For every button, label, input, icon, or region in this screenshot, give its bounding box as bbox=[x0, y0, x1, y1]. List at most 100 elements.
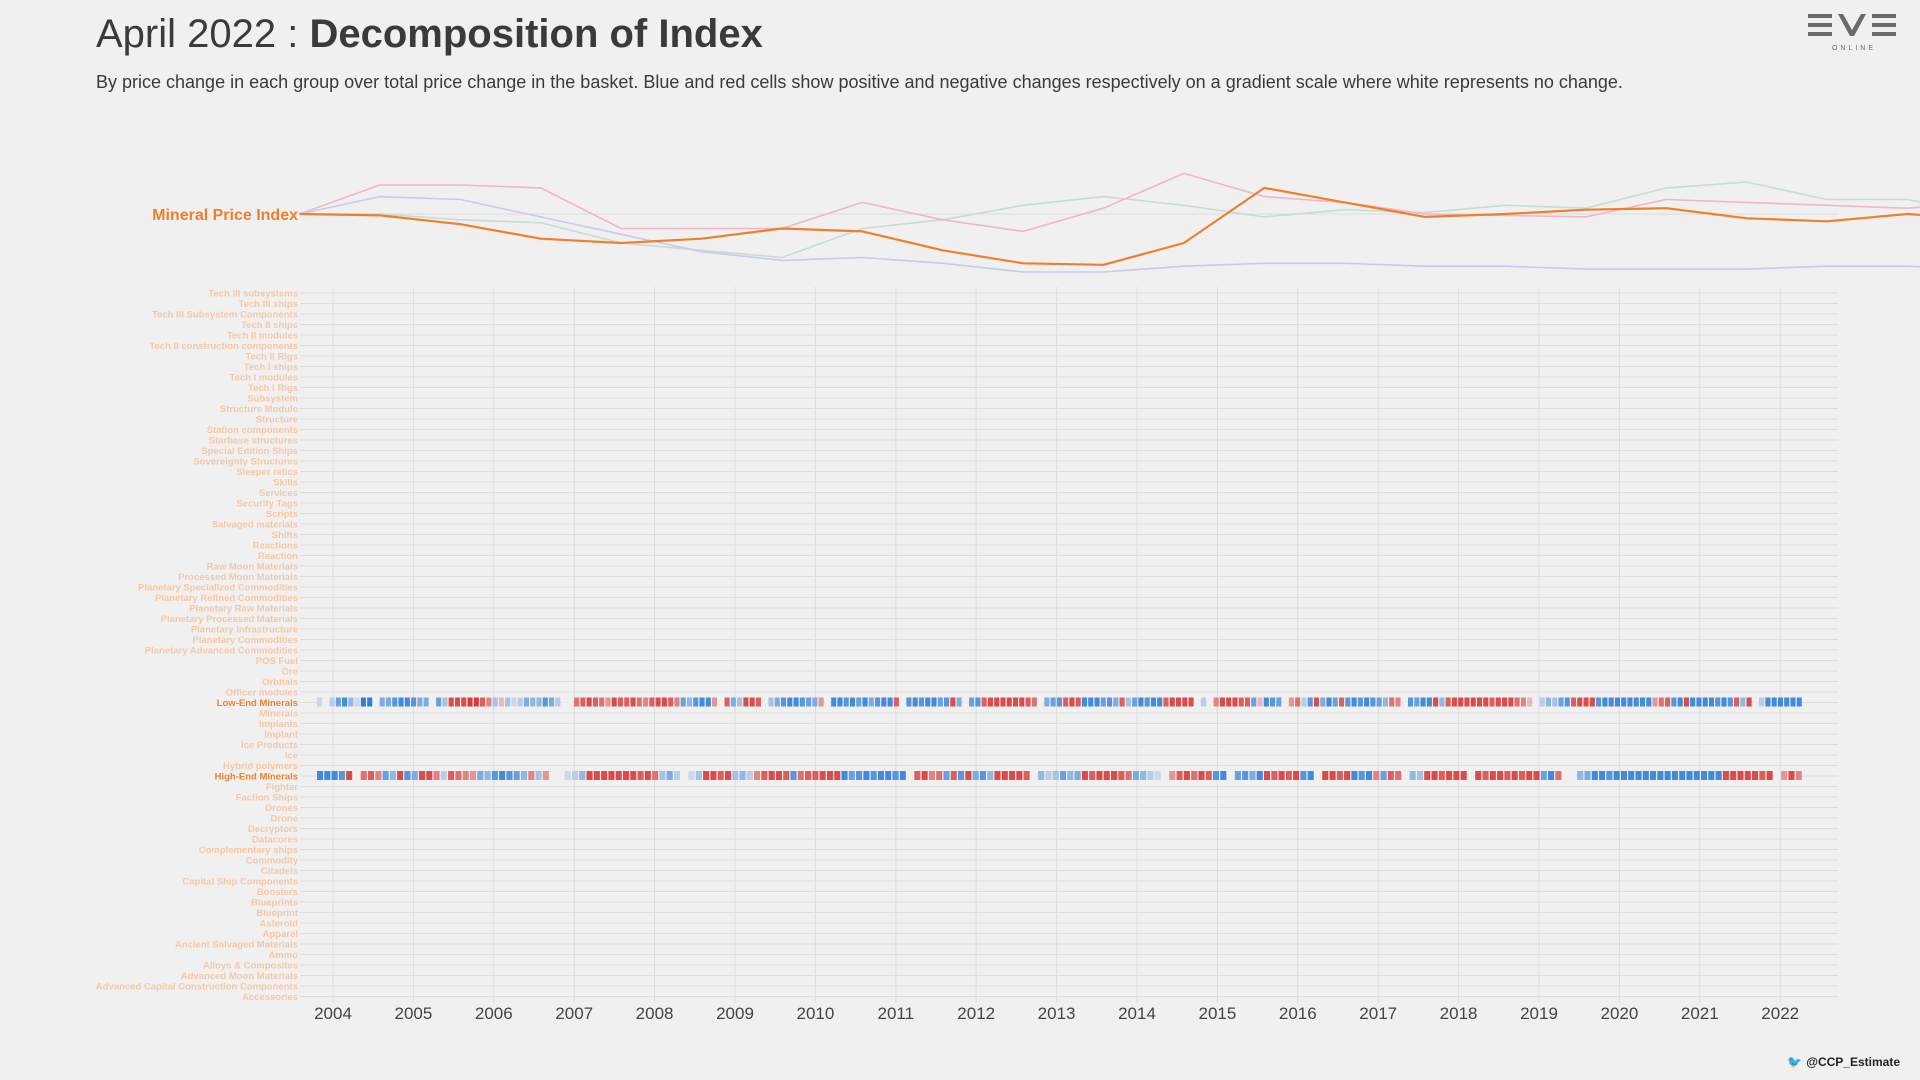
heatmap-cell bbox=[819, 771, 826, 780]
heatmap-row-label: Planetary Advanced Commodities bbox=[145, 646, 298, 657]
heatmap-cell bbox=[1326, 697, 1332, 707]
heatmap-cell bbox=[605, 697, 611, 707]
heatmap-cell bbox=[1030, 771, 1037, 780]
heatmap-cell bbox=[994, 771, 1001, 780]
heatmap-cell bbox=[1234, 771, 1241, 780]
heatmap-cell bbox=[1038, 697, 1044, 707]
heatmap-cell bbox=[1147, 771, 1154, 780]
heatmap-cell bbox=[987, 771, 994, 780]
heatmap-cell bbox=[1451, 697, 1457, 707]
heatmap-cell bbox=[1548, 771, 1555, 780]
heatmap-cell bbox=[1060, 771, 1067, 780]
heatmap-row-label: Planetary Commodities bbox=[192, 635, 298, 646]
heatmap-cell bbox=[1409, 771, 1416, 780]
heatmap-row-label: Decryptors bbox=[248, 824, 298, 835]
heatmap-cell bbox=[630, 771, 637, 780]
heatmap-cell bbox=[1138, 697, 1144, 707]
heatmap-cell bbox=[1475, 771, 1482, 780]
heatmap-cell bbox=[1188, 697, 1194, 707]
heatmap-cell bbox=[863, 771, 870, 780]
heatmap-cell bbox=[799, 697, 805, 707]
x-tick-label: 2015 bbox=[1198, 1004, 1236, 1023]
heatmap-cell bbox=[762, 697, 768, 707]
heatmap-cell bbox=[843, 697, 849, 707]
heatmap-cell bbox=[1533, 771, 1540, 780]
heatmap-cell bbox=[1683, 697, 1689, 707]
heatmap-cell bbox=[1407, 697, 1414, 707]
heatmap-cell bbox=[1569, 771, 1576, 780]
heatmap-row-label: Ice Products bbox=[241, 740, 298, 751]
heatmap-cell bbox=[1307, 771, 1314, 780]
heatmap-row-label: Tech II construction components bbox=[149, 341, 298, 352]
heatmap-row-label: POS Fuel bbox=[256, 656, 298, 667]
twitter-credit[interactable]: 🐦 @CCP_Estimate bbox=[1787, 1055, 1900, 1069]
heatmap-row-label: Apparel bbox=[263, 929, 298, 940]
heatmap-cell bbox=[975, 697, 981, 707]
heatmap-cell bbox=[1357, 697, 1363, 707]
heatmap-cell bbox=[1520, 697, 1526, 707]
heatmap-cell bbox=[1438, 771, 1445, 780]
heatmap-cell bbox=[317, 697, 323, 707]
heatmap-cell bbox=[455, 771, 462, 780]
heatmap-cell bbox=[564, 771, 571, 780]
heatmap-cell bbox=[1271, 771, 1278, 780]
heatmap-cell bbox=[1526, 771, 1533, 780]
heatmap-cell bbox=[1232, 697, 1238, 707]
heatmap-cell bbox=[1213, 697, 1219, 707]
heatmap-cell bbox=[1242, 771, 1249, 780]
heatmap-cell bbox=[367, 697, 373, 707]
heatmap-cell bbox=[881, 697, 887, 707]
heatmap-cell bbox=[918, 697, 924, 707]
heatmap-cell bbox=[848, 771, 855, 780]
heatmap-cell bbox=[837, 697, 843, 707]
heatmap-cell bbox=[695, 771, 702, 780]
heatmap-cell bbox=[331, 771, 338, 780]
heatmap-row-label: Commodity bbox=[246, 856, 299, 867]
heatmap-row-label: Blueprints bbox=[251, 898, 298, 909]
heatmap-cell bbox=[1784, 697, 1790, 707]
heatmap-cell bbox=[513, 771, 520, 780]
heatmap-cell bbox=[630, 697, 636, 707]
heatmap-cell bbox=[1464, 697, 1470, 707]
heatmap-cell bbox=[1642, 771, 1649, 780]
heatmap-cell bbox=[1508, 697, 1514, 707]
page-subtitle: By price change in each group over total… bbox=[96, 72, 1623, 92]
heatmap-cell bbox=[624, 697, 630, 707]
heatmap-cell bbox=[423, 697, 429, 707]
heatmap-cell bbox=[323, 697, 329, 707]
heatmap-cell bbox=[1329, 771, 1336, 780]
title-main: Decomposition of Index bbox=[309, 12, 763, 56]
heatmap-cell bbox=[1373, 771, 1380, 780]
heatmap-cell bbox=[1788, 771, 1795, 780]
heatmap-row-label: Salvaged materials bbox=[212, 520, 298, 531]
heatmap-cell bbox=[571, 771, 579, 780]
heatmap-cell bbox=[442, 697, 448, 707]
heatmap-cell bbox=[965, 771, 972, 780]
heatmap-row-label: Structure Module bbox=[220, 404, 298, 415]
heatmap-cell bbox=[454, 697, 461, 707]
heatmap-cell bbox=[1336, 771, 1343, 780]
heatmap-cell bbox=[868, 697, 874, 707]
heatmap-cell bbox=[1089, 771, 1096, 780]
heatmap-cell bbox=[1602, 697, 1608, 707]
heatmap-cell bbox=[511, 697, 517, 707]
heatmap-cell bbox=[1562, 771, 1569, 780]
heatmap-cell bbox=[1665, 697, 1671, 707]
heatmap-cell bbox=[1351, 697, 1357, 707]
heatmap-cell bbox=[1722, 771, 1729, 780]
heatmap-cell bbox=[1382, 697, 1388, 707]
heatmap-cell bbox=[1628, 771, 1635, 780]
heatmap-cell bbox=[1489, 771, 1496, 780]
x-tick-label: 2016 bbox=[1279, 1004, 1317, 1023]
heatmap-row-label: Faction Ships bbox=[236, 793, 298, 804]
heatmap-cell bbox=[1420, 697, 1426, 707]
heatmap-cell bbox=[389, 771, 396, 780]
heatmap-cell bbox=[1620, 771, 1627, 780]
heatmap-cell bbox=[429, 697, 435, 707]
heatmap-cell bbox=[346, 771, 353, 780]
page-title: April 2022 : Decomposition of Index bbox=[96, 12, 763, 57]
heatmap-row-label: Blueprint bbox=[256, 908, 299, 919]
heatmap-cell bbox=[1339, 697, 1345, 707]
heatmap-cell bbox=[1591, 771, 1598, 780]
heatmap-cell bbox=[1737, 771, 1744, 780]
